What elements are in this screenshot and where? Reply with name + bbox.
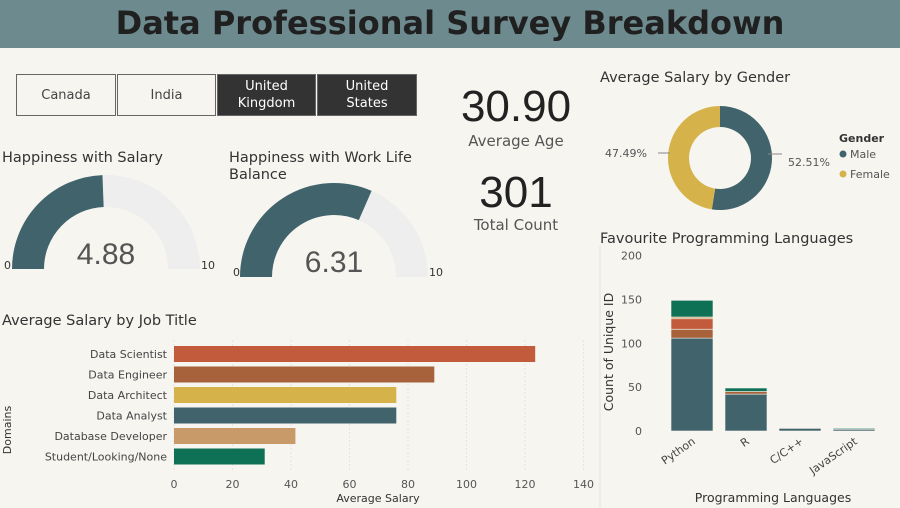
job-y-axis-title: Domains — [1, 406, 14, 455]
lang-bar-segment[interactable] — [670, 329, 714, 339]
legend-male-label: Male — [850, 148, 876, 161]
lang-stacked-bar-chart: 0 50 100 150 200 Python R C/C++ JavaScript Prog… — [599, 246, 876, 508]
legend-female-label: Female — [850, 168, 890, 181]
job-bar[interactable] — [174, 448, 265, 465]
lang-y-tick: 200 — [621, 250, 642, 263]
job-x-tick: 20 — [226, 478, 240, 491]
title-banner — [0, 0, 900, 48]
job-bar[interactable] — [174, 346, 536, 362]
lang-bar-segment[interactable] — [724, 387, 768, 392]
job-x-axis-title: Average Salary — [336, 492, 420, 505]
job-x-tick: 40 — [284, 478, 298, 491]
filter-button-united-states[interactable]: United States — [317, 74, 417, 116]
gauge-salary-max: 10 — [201, 259, 215, 272]
job-x-tick: 80 — [401, 478, 415, 491]
total-count-value: 301 — [479, 168, 553, 217]
lang-category-label: Python — [659, 435, 698, 468]
job-category-label: Data Engineer — [88, 369, 167, 382]
job-bar[interactable] — [174, 387, 397, 403]
filter-label-united-states: United States — [345, 79, 389, 111]
job-chart-title: Average Salary by Job Title — [2, 313, 197, 329]
gauge-salary-value: 4.88 — [77, 238, 135, 271]
lang-category-label: C/C++ — [768, 435, 806, 467]
total-count-label: Total Count — [473, 216, 559, 234]
job-x-tick: 0 — [171, 478, 178, 491]
gauge-salary: 4.88 0 10 — [4, 175, 215, 272]
lang-bar-segment[interactable] — [724, 393, 768, 432]
donut-slice-female[interactable] — [668, 106, 720, 210]
job-category-label: Data Analyst — [96, 410, 167, 423]
lang-category-label: R — [738, 435, 752, 450]
gender-chart-title: Average Salary by Gender — [600, 70, 791, 86]
job-bar[interactable] — [174, 366, 435, 383]
lang-bar-segment[interactable] — [670, 299, 714, 318]
gauge-salary-min: 0 — [4, 259, 11, 272]
male-pct-label: 52.51% — [788, 156, 830, 169]
gauge-salary-title: Happiness with Salary — [2, 150, 163, 166]
job-category-label: Database Developer — [54, 430, 167, 443]
legend-male-swatch — [839, 150, 847, 158]
lang-bar-segment[interactable] — [778, 428, 822, 432]
filter-button-united-kingdom[interactable]: United Kingdom — [217, 74, 316, 116]
gender-donut-chart: 52.51% 47.49% Gender Male Female — [605, 106, 890, 210]
gender-legend-title: Gender — [839, 132, 885, 145]
lang-bar-segment[interactable] — [670, 337, 714, 432]
gauge-worklife-title: Happiness with Work Life Balance — [229, 150, 412, 183]
lang-bar-segment[interactable] — [724, 391, 768, 395]
dashboard-title: Data Professional Survey Breakdown — [115, 4, 785, 42]
job-x-tick: 140 — [573, 478, 594, 491]
filter-button-canada[interactable]: Canada — [16, 74, 116, 116]
job-bar[interactable] — [174, 407, 397, 424]
lang-bar-segment[interactable] — [832, 428, 876, 430]
average-age-value: 30.90 — [460, 82, 572, 131]
gauge-worklife-fill — [240, 183, 372, 278]
job-x-tick: 100 — [456, 478, 477, 491]
job-x-tick: 60 — [343, 478, 357, 491]
gauge-worklife: 6.31 0 10 — [233, 183, 443, 279]
lang-category-label: JavaScript — [806, 434, 860, 477]
job-salary-bar-chart: Data Scientist Data Engineer Data Architec… — [1, 340, 594, 505]
average-age-label: Average Age — [468, 132, 564, 150]
donut-slice-male[interactable] — [711, 106, 772, 210]
female-pct-label: 47.49% — [605, 147, 647, 160]
job-x-tick: 120 — [515, 478, 536, 491]
gauge-worklife-max: 10 — [429, 266, 443, 279]
filter-button-india[interactable]: India — [117, 74, 216, 116]
lang-x-axis-title: Programming Languages — [695, 490, 851, 505]
lang-y-tick: 0 — [635, 425, 642, 438]
job-category-label: Student/Looking/None — [45, 451, 167, 464]
lang-y-tick: 100 — [621, 337, 642, 350]
lang-y-tick: 150 — [621, 293, 642, 306]
gauge-salary-fill — [12, 175, 105, 270]
lang-y-tick: 50 — [628, 381, 642, 394]
job-bar[interactable] — [174, 428, 296, 444]
lang-bar-segment[interactable] — [670, 318, 714, 330]
gauge-worklife-min: 0 — [233, 266, 240, 279]
filter-label-united-kingdom: United Kingdom — [237, 79, 296, 111]
lang-y-axis-title: Count of Unique ID — [601, 293, 616, 412]
legend-female-swatch — [839, 170, 847, 178]
lang-chart-title: Favourite Programming Languages — [600, 231, 854, 247]
gauge-worklife-value: 6.31 — [305, 246, 363, 279]
job-category-label: Data Architect — [88, 389, 168, 402]
job-category-label: Data Scientist — [90, 348, 168, 361]
